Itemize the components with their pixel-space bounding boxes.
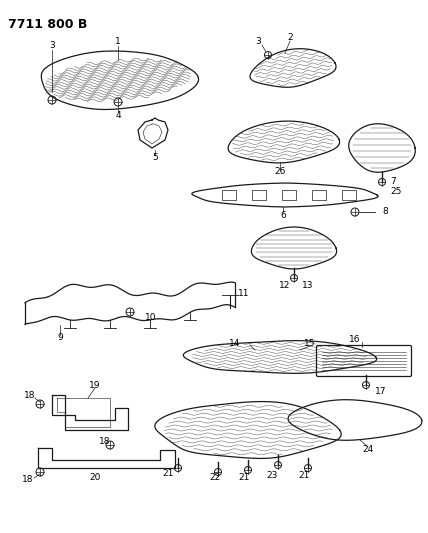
Text: 4: 4 [115, 110, 121, 119]
Text: 3: 3 [255, 37, 261, 46]
Text: 23: 23 [266, 471, 278, 480]
Polygon shape [228, 121, 339, 163]
Text: 24: 24 [363, 446, 374, 455]
Text: 13: 13 [302, 280, 314, 289]
Text: 2: 2 [287, 34, 293, 43]
Polygon shape [38, 448, 175, 468]
Polygon shape [25, 282, 235, 324]
Text: 10: 10 [145, 313, 157, 322]
Text: 25: 25 [390, 188, 401, 197]
Bar [342, 190, 356, 200]
Polygon shape [250, 49, 336, 87]
Text: 11: 11 [238, 288, 250, 297]
Text: 6: 6 [280, 211, 286, 220]
Text: 18: 18 [24, 391, 36, 400]
Text: 7: 7 [390, 177, 396, 187]
Polygon shape [155, 401, 341, 458]
Text: 21: 21 [298, 471, 310, 480]
Text: 1: 1 [115, 37, 121, 46]
Text: 22: 22 [209, 473, 220, 482]
Bar [312, 190, 326, 200]
Bar [282, 190, 296, 200]
FancyBboxPatch shape [316, 345, 411, 376]
Polygon shape [288, 400, 422, 440]
Text: 19: 19 [89, 381, 101, 390]
Text: 15: 15 [304, 338, 316, 348]
Text: 8: 8 [382, 207, 388, 216]
Polygon shape [349, 124, 415, 172]
Text: 21: 21 [162, 470, 174, 479]
Text: 9: 9 [57, 334, 63, 343]
Text: 14: 14 [229, 338, 241, 348]
Polygon shape [138, 118, 168, 148]
Bar [252, 190, 266, 200]
Text: 21: 21 [238, 473, 250, 482]
Polygon shape [192, 183, 378, 207]
Text: 3: 3 [49, 42, 55, 51]
Polygon shape [183, 341, 377, 373]
Text: 26: 26 [274, 167, 285, 176]
Polygon shape [41, 51, 199, 109]
Text: 18: 18 [22, 475, 34, 484]
Text: 16: 16 [349, 335, 361, 344]
Polygon shape [52, 395, 128, 430]
Text: 5: 5 [152, 154, 158, 163]
Bar [222, 190, 236, 200]
Polygon shape [251, 227, 336, 269]
Text: 17: 17 [375, 387, 386, 397]
Text: 20: 20 [89, 473, 101, 482]
Text: 12: 12 [279, 280, 291, 289]
Text: 7711 800 B: 7711 800 B [8, 18, 87, 31]
Text: 18: 18 [99, 438, 111, 447]
